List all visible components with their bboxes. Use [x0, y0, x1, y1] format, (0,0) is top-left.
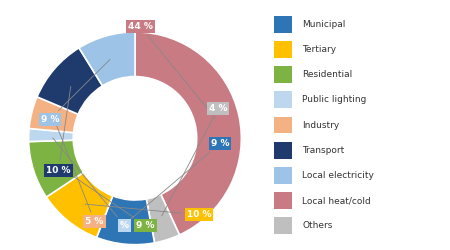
Wedge shape — [29, 97, 78, 132]
Wedge shape — [46, 172, 112, 238]
Wedge shape — [146, 194, 180, 243]
Text: 9 %: 9 % — [40, 60, 110, 124]
Wedge shape — [79, 32, 135, 86]
Text: 4 %: 4 % — [162, 104, 227, 216]
Text: 9 %: 9 % — [57, 165, 155, 230]
Text: Municipal: Municipal — [302, 20, 346, 29]
FancyBboxPatch shape — [274, 116, 292, 134]
FancyBboxPatch shape — [274, 16, 292, 32]
FancyBboxPatch shape — [274, 167, 292, 184]
FancyBboxPatch shape — [274, 92, 292, 108]
FancyBboxPatch shape — [274, 41, 292, 58]
FancyBboxPatch shape — [274, 142, 292, 158]
Text: 9 %: 9 % — [129, 139, 230, 220]
Text: Local heat/cold: Local heat/cold — [302, 196, 371, 205]
Text: Public lighting: Public lighting — [302, 95, 367, 104]
Wedge shape — [29, 128, 73, 141]
Wedge shape — [97, 196, 154, 245]
Text: Others: Others — [302, 221, 333, 230]
Text: Industry: Industry — [302, 120, 340, 130]
Text: 44 %: 44 % — [128, 22, 216, 118]
Wedge shape — [37, 48, 103, 114]
Text: Transport: Transport — [302, 146, 345, 155]
Text: Residential: Residential — [302, 70, 353, 79]
Wedge shape — [135, 32, 241, 235]
FancyBboxPatch shape — [274, 66, 292, 83]
Text: 10 %: 10 % — [46, 86, 71, 175]
FancyBboxPatch shape — [274, 192, 292, 209]
Text: Local electricity: Local electricity — [302, 171, 374, 180]
Wedge shape — [29, 140, 84, 197]
FancyBboxPatch shape — [274, 218, 292, 234]
Text: 5 %: 5 % — [54, 120, 104, 226]
Text: 10 %: 10 % — [85, 204, 211, 220]
Text: %: % — [53, 138, 129, 230]
Text: Tertiary: Tertiary — [302, 45, 337, 54]
